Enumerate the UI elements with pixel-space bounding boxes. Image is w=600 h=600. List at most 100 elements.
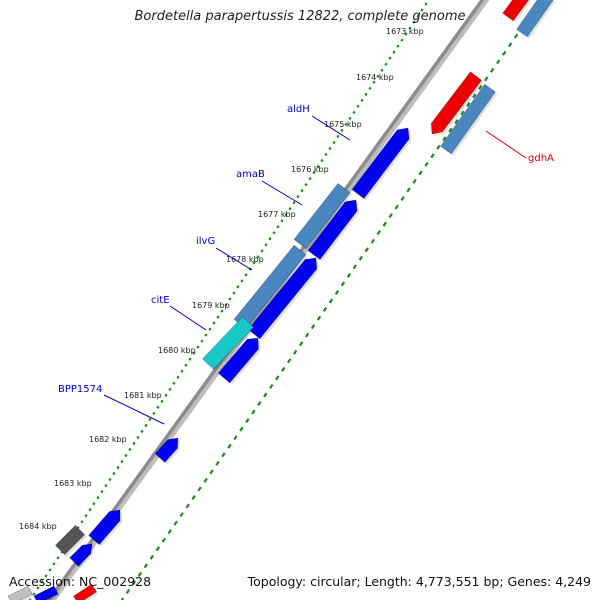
tick-mark xyxy=(131,580,137,586)
tick-mark xyxy=(88,508,92,512)
tick-label-1684-kbp: 1684 kbp xyxy=(19,522,57,531)
gene-cyan-cite xyxy=(202,316,256,372)
tick-mark xyxy=(152,411,156,416)
gene-features xyxy=(7,0,556,600)
tick-mark xyxy=(384,62,388,66)
tick-mark xyxy=(84,514,88,518)
tick-mark xyxy=(328,298,334,304)
gene-label-BPP1574: BPP1574 xyxy=(58,384,165,425)
gene-red-edge xyxy=(73,583,99,600)
tick-mark xyxy=(454,119,459,125)
tick-mark xyxy=(92,502,96,506)
tick-mark xyxy=(197,486,202,492)
tick-mark xyxy=(460,110,465,116)
tick-mark xyxy=(332,140,336,145)
tick-mark xyxy=(376,230,381,236)
gene-red-gdha xyxy=(430,71,484,136)
tick-mark xyxy=(400,38,404,42)
tick-mark xyxy=(120,459,124,464)
tick-label-1674-kbp: 1674 kbp xyxy=(356,73,394,82)
gene-name: citE xyxy=(151,295,170,306)
tick-mark xyxy=(300,188,304,193)
tick-mark xyxy=(108,477,112,482)
gene-steel-gdha xyxy=(440,83,498,156)
tick-mark xyxy=(484,76,489,82)
tick-mark xyxy=(245,418,250,424)
gene-body xyxy=(217,337,259,384)
tick-mark xyxy=(36,586,40,590)
tick-mark xyxy=(184,363,188,367)
tick-mark xyxy=(442,136,447,142)
tick-mark xyxy=(304,182,308,187)
tick-label-1681-kbp: 1681 kbp xyxy=(124,391,162,400)
gene-body xyxy=(54,524,86,556)
tick-mark xyxy=(293,349,298,355)
tick-mark xyxy=(348,116,352,121)
tick-mark xyxy=(220,309,224,313)
tick-mark xyxy=(328,146,332,151)
tick-mark xyxy=(364,247,369,253)
tick-mark xyxy=(352,264,358,270)
tick-label-1683-kbp: 1683 kbp xyxy=(54,479,92,488)
tick-mark xyxy=(416,14,420,18)
tick-mark xyxy=(221,452,226,458)
tick-mark xyxy=(216,315,220,319)
tick-mark xyxy=(372,80,376,84)
tick-mark xyxy=(244,273,248,277)
tick-mark xyxy=(192,351,196,355)
tick-mark xyxy=(322,307,328,313)
tick-mark xyxy=(96,496,100,500)
tick-mark xyxy=(260,249,264,253)
leader-line xyxy=(311,115,351,141)
tick-mark xyxy=(104,483,108,488)
tick-mark xyxy=(380,68,384,72)
gene-blue-edge xyxy=(33,585,61,600)
tick-mark xyxy=(478,84,483,90)
tick-mark xyxy=(268,237,272,241)
gene-name: gdhA xyxy=(528,153,554,164)
tick-mark xyxy=(252,261,256,265)
tick-mark xyxy=(239,426,244,432)
gene-body xyxy=(202,316,254,370)
tick-mark xyxy=(32,592,36,596)
tick-rings xyxy=(28,0,543,600)
tick-mark xyxy=(155,546,160,552)
tick-mark xyxy=(272,231,276,235)
tick-label-1678-kbp: 1678 kbp xyxy=(226,255,264,264)
gene-body xyxy=(73,583,97,600)
tick-mark xyxy=(168,387,172,391)
tick-mark xyxy=(120,597,125,600)
genome-summary-text: Topology: circular; Length: 4,773,551 bp… xyxy=(247,574,591,589)
tick-mark xyxy=(56,556,60,560)
tick-mark xyxy=(160,399,164,403)
tick-mark xyxy=(308,176,312,181)
tick-mark xyxy=(257,401,262,406)
gene-label-citE: citE xyxy=(151,295,207,331)
tick-mark xyxy=(352,110,356,115)
tick-mark xyxy=(188,357,192,361)
gene-body xyxy=(69,543,93,567)
tick-mark xyxy=(344,122,348,127)
gene-name: amaB xyxy=(236,169,265,180)
tick-mark xyxy=(208,327,212,331)
tick-mark xyxy=(404,32,408,36)
tick-mark xyxy=(340,281,346,287)
tick-mark xyxy=(200,339,204,343)
tick-mark xyxy=(28,598,32,600)
tick-mark xyxy=(340,128,344,133)
tick-mark xyxy=(334,289,340,295)
tick-mark xyxy=(203,477,208,483)
map-title: Bordetella parapertussis 12822, complete… xyxy=(134,9,466,24)
tick-mark xyxy=(292,201,296,205)
tick-mark xyxy=(40,580,44,584)
leader-line xyxy=(103,394,165,425)
tick-mark xyxy=(140,429,144,434)
gene-blue-bpp xyxy=(154,437,180,465)
gene-body xyxy=(502,0,529,22)
tick-mark xyxy=(227,443,232,449)
tick-mark xyxy=(156,405,160,410)
tick-mark xyxy=(312,170,316,175)
tick-mark xyxy=(185,503,190,509)
tick-mark xyxy=(132,441,136,446)
